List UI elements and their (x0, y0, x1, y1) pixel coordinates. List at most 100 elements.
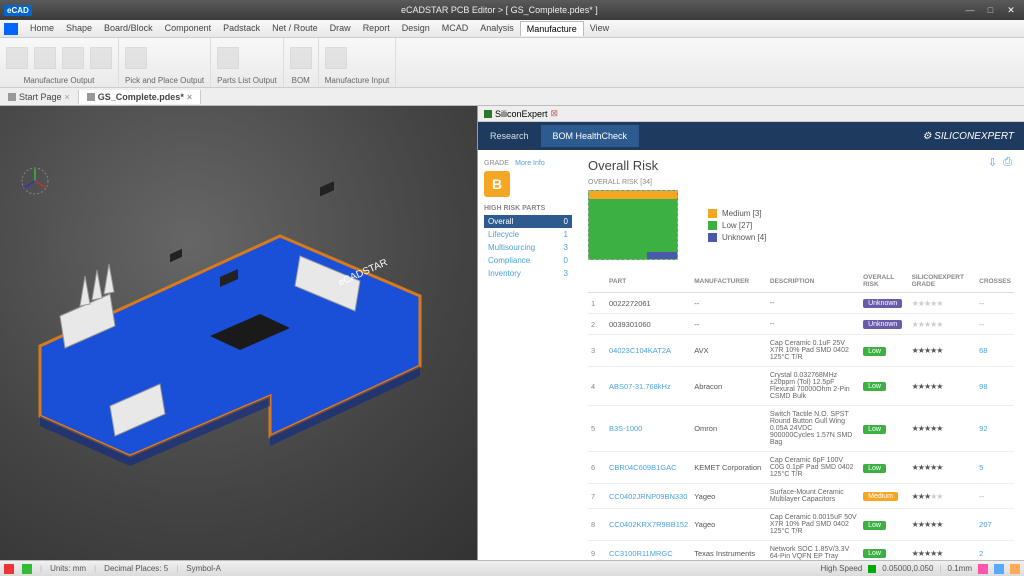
pcb-board: eCADSTAR (20, 166, 440, 486)
ribbon-group: Manufacture Input (319, 38, 396, 87)
close-icon[interactable]: ✕ (1002, 5, 1020, 16)
panel-tab[interactable]: SiliconExpert ⊠ (478, 106, 1024, 122)
menu-home[interactable]: Home (24, 21, 60, 36)
menu-netroute[interactable]: Net / Route (266, 21, 324, 36)
ribbon-icon[interactable] (290, 47, 312, 69)
column-header[interactable]: SILICONEXPERT GRADE (909, 270, 977, 293)
table-row[interactable]: 10022272061----Unknown★★★★★-- (588, 293, 1014, 314)
overall-risk-sub: OVERALL RISK [34] (588, 179, 1014, 186)
table-row[interactable]: 7CC0402JRNP09BN330YageoSurface-Mount Cer… (588, 484, 1014, 509)
column-header[interactable]: OVERALL RISK (860, 270, 908, 293)
ribbon-group: Pick and Place Output (119, 38, 211, 87)
document-tabs: Start Page ×GS_Complete.pdes* × (0, 88, 1024, 106)
status-led-icon (868, 565, 876, 573)
risk-row-compliance[interactable]: Compliance0 (484, 254, 572, 267)
status-chip[interactable] (4, 564, 14, 574)
menu-padstack[interactable]: Padstack (217, 21, 266, 36)
app-icon[interactable] (4, 23, 18, 35)
print-icon[interactable]: ⎙ (1003, 156, 1012, 169)
ribbon-group-label: Parts List Output (217, 76, 277, 85)
window-title: eCADSTAR PCB Editor > [ GS_Complete.pdes… (38, 5, 961, 15)
symbol-label: Symbol-A (186, 564, 221, 573)
maximize-icon[interactable]: □ (981, 5, 999, 15)
overall-risk-title: Overall Risk (588, 158, 1014, 173)
se-tab-research[interactable]: Research (478, 125, 541, 147)
table-row[interactable]: 8CC0402KRX7R9BB152YageoCap Ceramic 0.001… (588, 509, 1014, 541)
export-icon[interactable]: ⇩ (988, 156, 997, 169)
legend-item: Low [27] (708, 221, 766, 230)
column-header[interactable] (588, 270, 606, 293)
risk-legend: Medium [3]Low [27]Unknown [4] (708, 206, 766, 245)
legend-item: Medium [3] (708, 209, 766, 218)
ribbon-icon[interactable] (34, 47, 56, 69)
tab-icon (87, 93, 95, 101)
menu-bar: HomeShapeBoard/BlockComponentPadstackNet… (0, 20, 1024, 38)
ribbon-group: Parts List Output (211, 38, 284, 87)
3d-viewport[interactable]: eCADSTAR (0, 106, 477, 560)
ribbon-group-label: BOM (290, 76, 312, 85)
minimize-icon[interactable]: — (961, 5, 979, 15)
column-header[interactable]: MANUFACTURER (691, 270, 767, 293)
grid-chip[interactable] (1010, 564, 1020, 574)
close-panel-icon[interactable]: ⊠ (551, 108, 559, 119)
column-header[interactable]: DESCRIPTION (767, 270, 860, 293)
table-row[interactable]: 304023C104KAT2AAVXCap Ceramic 0.1uF 25V … (588, 335, 1014, 367)
risk-row-overall[interactable]: Overall0 (484, 215, 572, 228)
ribbon-icon[interactable] (125, 47, 147, 69)
grade-label: GRADE (484, 160, 509, 167)
document-tab[interactable]: GS_Complete.pdes* × (79, 90, 201, 104)
table-row[interactable]: 6CBR04C609B1GACKEMET CorporationCap Cera… (588, 452, 1014, 484)
grade-badge: B (484, 171, 510, 197)
status-chip[interactable] (22, 564, 32, 574)
ribbon-icon[interactable] (90, 47, 112, 69)
menu-draw[interactable]: Draw (324, 21, 357, 36)
close-tab-icon[interactable]: × (65, 92, 70, 102)
se-logo: ⚙ SILICONEXPERT (922, 131, 1024, 142)
grid-size: 0.1mm (948, 564, 972, 573)
ribbon-group-label: Manufacture Output (6, 76, 112, 85)
table-row[interactable]: 5B3S-1000OmronSwitch Tactile N.O. SPST R… (588, 406, 1014, 452)
siliconexpert-panel: SiliconExpert ⊠ ResearchBOM HealthCheck … (477, 106, 1024, 560)
close-tab-icon[interactable]: × (187, 92, 192, 102)
grid-chip[interactable] (978, 564, 988, 574)
menu-view[interactable]: View (584, 21, 615, 36)
menu-design[interactable]: Design (396, 21, 436, 36)
ribbon-group: BOM (284, 38, 319, 87)
high-speed-label: High Speed (820, 564, 862, 573)
ribbon-icon[interactable] (62, 47, 84, 69)
column-header[interactable]: CROSSES (976, 270, 1014, 293)
window-buttons: — □ ✕ (961, 5, 1020, 16)
app-logo: eCAD (4, 5, 32, 16)
ribbon: Manufacture Output Pick and Place Output P… (0, 38, 1024, 88)
ribbon-icon[interactable] (325, 47, 347, 69)
table-row[interactable]: 9CC3100R11MRGCTexas InstrumentsNetwork S… (588, 541, 1014, 561)
document-tab[interactable]: Start Page × (0, 90, 79, 104)
ribbon-icon[interactable] (217, 47, 239, 69)
decimal-places: Decimal Places: 5 (104, 564, 168, 573)
se-header: ResearchBOM HealthCheck ⚙ SILICONEXPERT (478, 122, 1024, 150)
menu-mcad[interactable]: MCAD (436, 21, 475, 36)
menu-component[interactable]: Component (159, 21, 218, 36)
ribbon-icon[interactable] (6, 47, 28, 69)
se-tab-bomhealthcheck[interactable]: BOM HealthCheck (541, 125, 640, 147)
risk-row-inventory[interactable]: Inventory3 (484, 267, 572, 280)
axis-icon (20, 166, 50, 196)
more-info-link[interactable]: More Info (515, 160, 545, 167)
menu-analysis[interactable]: Analysis (474, 21, 520, 36)
status-bar: | Units: mm | Decimal Places: 5 | Symbol… (0, 560, 1024, 576)
units-label: Units: mm (50, 564, 86, 573)
ribbon-group-label: Pick and Place Output (125, 76, 204, 85)
menu-shape[interactable]: Shape (60, 21, 98, 36)
coordinates: 0.05000,0.050 (882, 564, 933, 573)
menu-manufacture[interactable]: Manufacture (520, 21, 584, 36)
se-sidebar: GRADE More Info B HIGH RISK PARTS Overal… (478, 150, 578, 560)
risk-row-lifecycle[interactable]: Lifecycle1 (484, 228, 572, 241)
grid-chip[interactable] (994, 564, 1004, 574)
column-header[interactable]: PART (606, 270, 691, 293)
table-row[interactable]: 20039301060----Unknown★★★★★-- (588, 314, 1014, 335)
ribbon-group: Manufacture Output (0, 38, 119, 87)
risk-row-multisourcing[interactable]: Multisourcing3 (484, 241, 572, 254)
menu-boardblock[interactable]: Board/Block (98, 21, 159, 36)
table-row[interactable]: 4ABS07-31.768kHzAbraconCrystal 0.032768M… (588, 367, 1014, 406)
menu-report[interactable]: Report (357, 21, 396, 36)
